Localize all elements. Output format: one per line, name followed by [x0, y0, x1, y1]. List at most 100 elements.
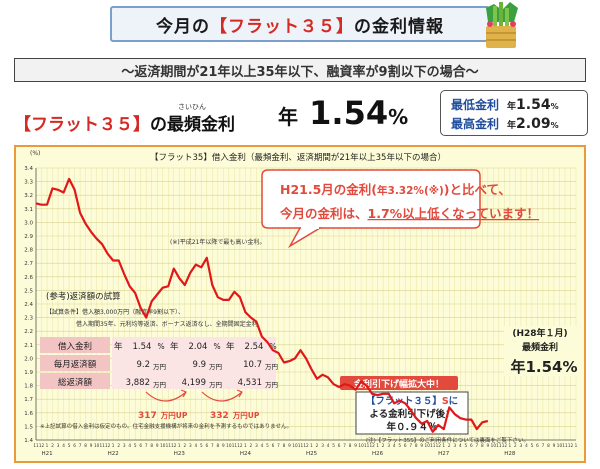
diff-arrow-2: [201, 391, 243, 402]
trial-rate: 年 1.54%: [114, 341, 165, 352]
discount-line2: よる金利引下げ後：: [369, 408, 454, 420]
x-tick-label: 12: [436, 443, 442, 448]
x-tick-label: 1: [442, 443, 445, 448]
y-tick-label: 2.5: [24, 288, 33, 294]
x-tick-label: 2: [316, 443, 319, 448]
x-tick-label: 3: [453, 443, 456, 448]
x-tick-label: 8: [481, 443, 484, 448]
x-tick-label: 8: [547, 443, 550, 448]
trial-footnote: ※上記試算の借入金利は仮定のもの。住宅金融支援機構が将来の金利を予測するものでは…: [40, 422, 292, 430]
y-tick-label: 1.9: [24, 370, 33, 376]
y-tick-label: 3.1: [24, 207, 33, 213]
x-tick-label: 2: [448, 443, 451, 448]
discount-line1: 【フラット３５】Sに: [366, 395, 458, 407]
y-tick-label: 3.4: [24, 166, 33, 172]
x-tick-label: 11: [166, 443, 172, 448]
x-tick-label: 9: [156, 443, 159, 448]
x-tick-label: 7: [542, 443, 545, 448]
x-tick-label: 1: [509, 443, 512, 448]
trial-total: 3,882: [126, 378, 150, 388]
mode-rate-label-highlight: 【フラット３５】: [14, 115, 150, 135]
chart-axes: 1.4 1.5 1.6 1.7 1.8 1.9 2.0 2.1 2.2 2.3 2.4 2.5 2.6 2…: [24, 166, 576, 444]
trial-monthly: 10.7: [243, 360, 262, 370]
x-tick-label: 2: [382, 443, 385, 448]
max-rate-row: 最高金利 年2.09%: [451, 115, 559, 132]
trial-total-unit: 万円: [153, 381, 166, 389]
trial-condition-2: 借入期間35年、元利均等返済、ボーナス返済なし、全期間固定金利: [76, 320, 258, 328]
max-rate-pct: %: [550, 121, 559, 130]
x-tick-label: 8: [283, 443, 286, 448]
trial-rate: 年 2.54%: [226, 341, 277, 352]
min-max-rate-box: 最低金利 年1.54% 最高金利 年2.09%: [440, 90, 588, 136]
x-tick-label: 2: [514, 443, 517, 448]
x-tick-label: 4: [459, 443, 462, 448]
x-tick-label: 9: [553, 443, 556, 448]
min-rate-value: 1.54: [516, 97, 551, 113]
kadomatsu-icon: [486, 2, 518, 48]
diff-2: 332 万円UP: [210, 411, 260, 421]
x-tick-label: 11: [496, 443, 502, 448]
x-tick-label: 3: [387, 443, 390, 448]
trial-values-area: [112, 337, 276, 389]
x-tick-label: 2: [183, 443, 186, 448]
y-tick-label: 1.6: [24, 411, 33, 417]
y-axis-unit: (%): [30, 150, 40, 157]
x-tick-label: 3: [520, 443, 523, 448]
y-tick-label: 3.3: [24, 180, 33, 186]
x-tick-label: 3: [57, 443, 60, 448]
current-label-bg: [504, 326, 578, 376]
max-rate-year: 年: [507, 121, 517, 131]
x-tick-label: 5: [266, 443, 269, 448]
y-tick-label: 2.4: [24, 302, 33, 308]
x-tick-label: 12: [502, 443, 508, 448]
x-tick-label: 6: [338, 443, 341, 448]
y-tick-label: 1.7: [24, 397, 33, 403]
x-tick-label: 6: [536, 443, 539, 448]
x-tick-label: 10: [557, 443, 563, 448]
y-tick-label: 2.3: [24, 316, 33, 322]
y-tick-label: 2.2: [24, 329, 33, 335]
x-tick-label: 6: [73, 443, 76, 448]
x-tick-label: 6: [139, 443, 142, 448]
mode-rate-year: 年: [278, 105, 298, 129]
x-tick-label: 9: [222, 443, 225, 448]
trial-monthly-unit: 万円: [265, 363, 278, 371]
current-label-line1: (H28年１月): [512, 327, 567, 339]
diff-arrowhead-2: [236, 389, 243, 398]
x-tick-label: 10: [425, 443, 431, 448]
trial-column: 年 2.54 %10.7 万円4,531 万円: [226, 341, 278, 389]
x-tick-label: 11: [99, 443, 105, 448]
trial-row-label: 借入金利: [58, 341, 92, 352]
y-tick-label: 3.2: [24, 193, 33, 199]
max-rate-label: 最高金利: [451, 117, 500, 131]
trial-label-cell: [40, 355, 110, 371]
diff-arrow-1: [145, 391, 187, 402]
min-rate-row: 最低金利 年1.54%: [451, 96, 559, 113]
trial-column: 年 2.04 %9.9 万円4,199 万円: [170, 341, 222, 389]
x-tick-label: 10: [226, 443, 232, 448]
x-tick-label: 9: [288, 443, 291, 448]
x-tick-label: 1: [310, 443, 313, 448]
current-label-line3: 年1.54%: [510, 358, 577, 376]
x-tick-label: 1: [46, 443, 49, 448]
x-tick-label: 9: [354, 443, 357, 448]
x-tick-label: 12: [237, 443, 243, 448]
x-tick-label: 4: [393, 443, 396, 448]
x-tick-label: 11: [364, 443, 370, 448]
diff-arrowhead-1: [180, 389, 187, 398]
x-tick-label: 5: [398, 443, 401, 448]
trial-table: 借入金利 毎月返済額 総返済額: [40, 337, 276, 389]
x-tick-label: 8: [217, 443, 220, 448]
x-tick-label: 12: [303, 443, 309, 448]
x-tick-label: 12: [568, 443, 574, 448]
x-tick-label: 11: [33, 443, 39, 448]
trial-total: 4,199: [182, 378, 206, 388]
furigana: さいひん: [178, 103, 206, 111]
trial-total-unit: 万円: [209, 381, 222, 389]
chart-title: 【フラット35】借入金利（最頻金利、返済期間が21年以上35年以下の場合）: [150, 152, 446, 163]
trial-column: 年 1.54 %9.2 万円3,882 万円: [114, 341, 166, 389]
x-tick-label: 3: [255, 443, 258, 448]
x-tick-label: 10: [292, 443, 298, 448]
mode-rate-value: 年 1.54%: [278, 94, 408, 132]
